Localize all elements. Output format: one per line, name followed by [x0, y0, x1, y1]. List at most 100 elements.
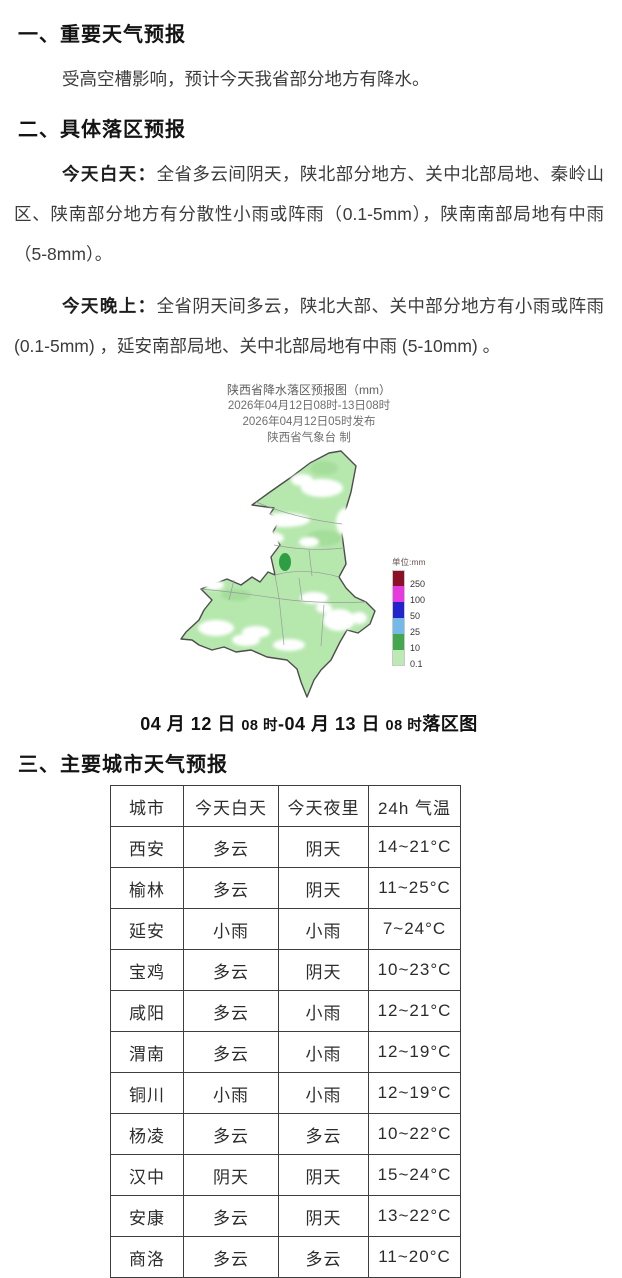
map-caption-segment: -04 月 13 日: [278, 714, 386, 734]
map-title-line4: 陕西省气象台 制: [267, 432, 351, 444]
legend-value-label: 50: [410, 611, 421, 621]
city-cell: 延安: [110, 908, 184, 950]
column-header: 城市: [110, 785, 184, 827]
temperature-cell: 12~21°C: [368, 990, 461, 1032]
section1-paragraph: 受高空槽影响，预计今天我省部分地方有降水。: [62, 69, 430, 89]
legend-value-label: 0.1: [410, 659, 423, 669]
header-row: 城市 今天白天 今天夜里 24h 气温: [110, 785, 461, 827]
city-cell: 宝鸡: [110, 949, 184, 991]
map-title-line1: 陕西省降水落区预报图（mm）: [227, 383, 391, 397]
temperature-cell: 12~19°C: [368, 1072, 461, 1114]
night-weather-cell: 阴天: [278, 867, 369, 909]
city-cell: 汉中: [110, 1154, 184, 1196]
shaanxi-province-map-svg: [180, 450, 376, 698]
temperature-cell: 12~19°C: [368, 1031, 461, 1073]
section3-heading: 三、主要城市天气预报: [18, 754, 228, 776]
table-row: 延安 小雨 小雨 7~24°C: [110, 908, 461, 950]
column-header: 今天白天: [183, 785, 279, 827]
column-header: 24h 气温: [368, 785, 461, 827]
temperature-cell: 11~25°C: [368, 867, 461, 909]
section2-heading: 二、具体落区预报: [18, 119, 186, 141]
heavier-rain-spot: [279, 553, 291, 571]
table-row: 杨凌 多云 多云 10~22°C: [110, 1113, 461, 1155]
daytime-weather-cell: 多云: [183, 1031, 279, 1073]
night-weather-cell: 阴天: [278, 949, 369, 991]
legend-value-label: 25: [410, 627, 421, 637]
table-row: 咸阳 多云 小雨 12~21°C: [110, 990, 461, 1032]
city-cell: 铜川: [110, 1072, 184, 1114]
night-weather-cell: 多云: [278, 1113, 369, 1155]
map-title-line2: 2026年04月12日08时-13日08时: [227, 400, 391, 412]
temperature-cell: 13~22°C: [368, 1195, 461, 1237]
night-weather-cell: 阴天: [278, 826, 369, 868]
legend-item: 0.1: [392, 650, 426, 669]
daytime-text: 全省多云间阴天，陕北部分地方、关中北部局地、秦岭山区、陕南部分地方有分散性小雨或…: [14, 164, 605, 264]
precipitation-map-figure: 陕西省降水落区预报图（mm） 2026年04月12日08时-13日08时 202…: [14, 382, 604, 736]
legend-value-label: 10: [410, 643, 421, 653]
temperature-cell: 11~20°C: [368, 1236, 461, 1278]
city-cell: 渭南: [110, 1031, 184, 1073]
city-cell: 咸阳: [110, 990, 184, 1032]
city-cell: 榆林: [110, 867, 184, 909]
night-weather-cell: 小雨: [278, 1072, 369, 1114]
legend-color-swatch: [392, 618, 405, 634]
daytime-weather-cell: 多云: [183, 1113, 279, 1155]
legend-item: 250: [392, 570, 426, 589]
map-title-line3: 2026年04月12日05时发布: [242, 416, 376, 428]
night-weather-cell: 阴天: [278, 1195, 369, 1237]
legend-color-swatch: [392, 586, 405, 602]
daytime-weather-cell: 多云: [183, 826, 279, 868]
temperature-cell: 7~24°C: [368, 908, 461, 950]
temperature-cell: 10~23°C: [368, 949, 461, 991]
night-forecast-paragraph: 今天晚上：全省阴天间多云，陕北大部、关中部分地方有小雨或阵雨 (0.1-5mm)…: [14, 286, 604, 366]
legend-color-swatch: [392, 602, 405, 618]
daytime-weather-cell: 多云: [183, 1195, 279, 1237]
daytime-weather-cell: 阴天: [183, 1154, 279, 1196]
daytime-weather-cell: 小雨: [183, 1072, 279, 1114]
legend-color-swatch: [392, 634, 405, 650]
night-label: 今天晚上：: [62, 296, 157, 316]
daytime-forecast-paragraph: 今天白天：全省多云间阴天，陕北部分地方、关中北部局地、秦岭山区、陕南部分地方有分…: [14, 154, 604, 274]
map-caption-segment: 08 时: [241, 718, 278, 734]
city-cell: 杨凌: [110, 1113, 184, 1155]
night-weather-cell: 小雨: [278, 908, 369, 950]
map-dry-patches: [198, 474, 367, 651]
temperature-cell: 10~22°C: [368, 1113, 461, 1155]
table-row: 宝鸡 多云 阴天 10~23°C: [110, 949, 461, 991]
map-caption-segment: 落区图: [422, 714, 478, 734]
night-weather-cell: 小雨: [278, 1031, 369, 1073]
night-text: 全省阴天间多云，陕北大部、关中部分地方有小雨或阵雨 (0.1-5mm) ，延安南…: [14, 296, 605, 356]
legend-color-swatch: [392, 650, 405, 666]
table-row: 铜川 小雨 小雨 12~19°C: [110, 1072, 461, 1114]
temperature-cell: 15~24°C: [368, 1154, 461, 1196]
precipitation-legend: 单位:mm 250 100 50 25 10 0.1: [392, 556, 426, 669]
night-weather-cell: 小雨: [278, 990, 369, 1032]
table-row: 汉中 阴天 阴天 15~24°C: [110, 1154, 461, 1196]
daytime-weather-cell: 多云: [183, 1236, 279, 1278]
city-cell: 商洛: [110, 1236, 184, 1278]
prefecture-boundaries: [200, 501, 367, 647]
temperature-cell: 14~21°C: [368, 826, 461, 868]
city-cell: 西安: [110, 826, 184, 868]
daytime-label: 今天白天：: [62, 164, 157, 184]
legend-item: 50: [392, 602, 426, 621]
daytime-weather-cell: 多云: [183, 990, 279, 1032]
map-caption-segment: 08 时: [385, 718, 423, 734]
legend-color-swatch: [392, 570, 405, 586]
table-row: 商洛 多云 多云 11~20°C: [110, 1236, 461, 1278]
legend-unit-label: 单位:mm: [392, 557, 426, 567]
legend-item: 25: [392, 618, 426, 637]
legend-item: 100: [392, 586, 426, 605]
map-caption-segment: 04 月 12 日: [140, 714, 242, 734]
legend-item: 10: [392, 634, 426, 653]
table-body: 西安 多云 阴天 14~21°C 榆林 多云 阴天 11~25°C 延安 小雨 小雨 7~24°C 宝鸡…: [110, 826, 461, 1278]
column-header: 今天夜里: [278, 785, 369, 827]
map-caption: 04 月 12 日 08 时-04 月 13 日 08 时落区图: [14, 710, 604, 736]
table-head: 城市 今天白天 今天夜里 24h 气温: [110, 785, 461, 827]
map-title-block: 陕西省降水落区预报图（mm） 2026年04月12日08时-13日08时 202…: [14, 382, 604, 446]
table-row: 安康 多云 阴天 13~22°C: [110, 1195, 461, 1237]
table-row: 榆林 多云 阴天 11~25°C: [110, 867, 461, 909]
table-row: 西安 多云 阴天 14~21°C: [110, 826, 461, 868]
legend-value-label: 250: [410, 579, 426, 589]
